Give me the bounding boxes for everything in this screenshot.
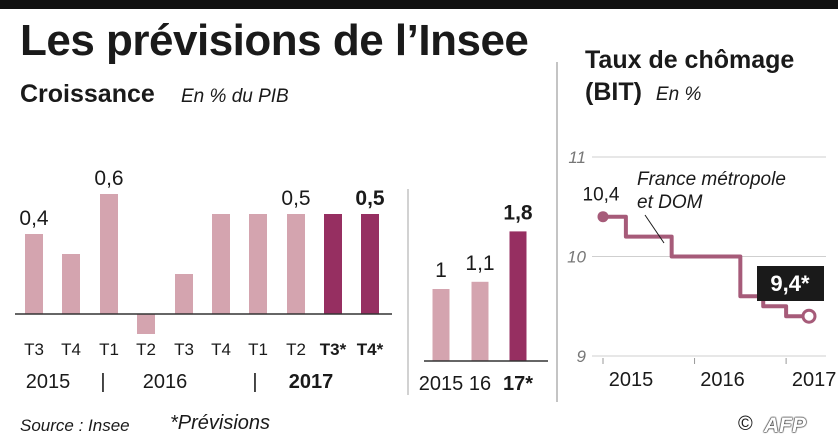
quarter-tick-label: T1: [248, 340, 268, 359]
growth-bar: [287, 214, 305, 314]
growth-bar: [137, 314, 155, 334]
growth-subtitle: Croissance: [20, 80, 155, 108]
series-label-pointer: [644, 214, 665, 244]
unemployment-title-line1: Taux de chômage: [585, 46, 795, 74]
annual-bar: [509, 231, 527, 361]
source-note: Source : Insee: [20, 416, 130, 435]
quarter-tick-label: T2: [136, 340, 156, 359]
quarter-tick-label: T3: [24, 340, 44, 359]
quarter-tick-label: T4: [211, 340, 231, 359]
series-label-line1: France métropole: [637, 169, 786, 190]
growth-bar: [249, 214, 267, 314]
growth-bar: [25, 234, 43, 314]
annual-value-label: 1,1: [465, 252, 494, 275]
growth-bar: [324, 214, 342, 314]
year-group-label: |: [252, 371, 257, 393]
unemployment-x-tick: 2017: [792, 369, 837, 391]
panel-divider: [556, 62, 558, 402]
quarter-tick-label: T2: [286, 340, 306, 359]
unemployment-y-tick: 9: [577, 347, 587, 366]
year-group-label: 2017: [289, 371, 334, 393]
unemployment-x-tick: 2016: [700, 369, 745, 391]
top-bar: [0, 0, 838, 9]
quarter-tick-label: T3*: [320, 340, 347, 359]
unemployment-start-point: [597, 211, 609, 223]
growth-bar: [175, 274, 193, 314]
unemployment-end-label-box: [757, 266, 824, 301]
unemployment-unit: En %: [655, 84, 702, 105]
forecast-note: *Prévisions: [170, 412, 271, 434]
growth-value-label: 0,5: [281, 187, 310, 210]
quarter-tick-label: T4: [61, 340, 81, 359]
annual-tick-label: 17*: [503, 373, 533, 395]
unemployment-title: Taux de chômage (BIT) En %: [585, 44, 794, 111]
annual-tick-label: 2015: [419, 373, 464, 395]
growth-unit: En % du PIB: [181, 86, 289, 107]
growth-bar: [62, 254, 80, 314]
afp-logo: AFP: [764, 414, 806, 437]
page-title: Les prévisions de l’Insee: [20, 16, 529, 65]
quarter-tick-label: T4*: [357, 340, 384, 359]
growth-bar: [361, 214, 379, 314]
growth-value-label: 0,4: [19, 207, 49, 230]
year-group-label: |: [100, 371, 105, 393]
year-group-label: 2016: [143, 371, 188, 393]
unemployment-start-label: 10,4: [583, 185, 620, 206]
series-label-line2: et DOM: [637, 192, 703, 213]
growth-bar: [100, 194, 118, 314]
unemployment-title-line2: (BIT): [585, 78, 642, 106]
unemployment-y-tick: 11: [568, 148, 586, 167]
annual-value-label: 1: [435, 259, 447, 282]
annual-tick-label: 16: [469, 373, 491, 395]
quarter-tick-label: T1: [99, 340, 119, 359]
unemployment-end-point: [801, 308, 817, 324]
unemployment-end-label: 9,4*: [770, 271, 810, 296]
unemployment-line: [603, 214, 809, 319]
growth-value-label: 0,6: [94, 167, 123, 190]
quarter-tick-label: T3: [174, 340, 194, 359]
copyright-symbol: ©: [738, 413, 753, 435]
growth-value-label: 0,5: [355, 187, 385, 210]
year-group-label: 2015: [26, 371, 71, 393]
unemployment-y-tick: 10: [567, 248, 586, 267]
growth-bar: [212, 214, 230, 314]
annual-bar: [432, 289, 450, 361]
unemployment-x-tick: 2015: [609, 369, 654, 391]
annual-bar: [471, 281, 489, 361]
annual-value-label: 1,8: [503, 201, 533, 224]
